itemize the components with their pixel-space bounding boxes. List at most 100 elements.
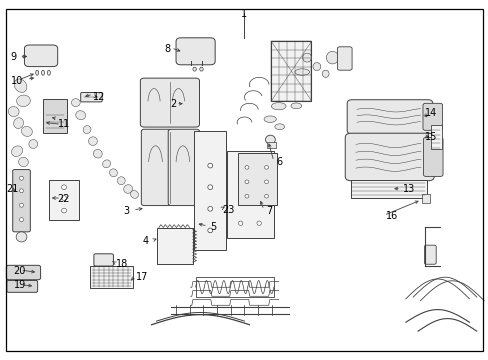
Ellipse shape: [20, 203, 23, 207]
FancyBboxPatch shape: [424, 245, 435, 264]
Ellipse shape: [117, 177, 125, 185]
FancyBboxPatch shape: [176, 38, 215, 65]
Ellipse shape: [244, 194, 248, 198]
Ellipse shape: [14, 79, 27, 93]
Bar: [271, 41, 311, 101]
Ellipse shape: [20, 217, 23, 221]
Ellipse shape: [76, 111, 85, 120]
Bar: [266, 142, 276, 148]
FancyBboxPatch shape: [346, 100, 432, 134]
Text: 8: 8: [163, 44, 170, 54]
Ellipse shape: [322, 70, 328, 77]
Text: 15: 15: [425, 132, 437, 142]
Ellipse shape: [264, 194, 268, 198]
Ellipse shape: [326, 51, 338, 64]
Ellipse shape: [83, 126, 91, 134]
Ellipse shape: [61, 208, 66, 213]
Ellipse shape: [61, 196, 66, 200]
Ellipse shape: [207, 185, 212, 189]
Bar: [194, 131, 225, 250]
Ellipse shape: [41, 70, 44, 75]
Ellipse shape: [257, 178, 261, 182]
Text: 12: 12: [93, 92, 105, 102]
Bar: [350, 180, 426, 198]
Ellipse shape: [16, 232, 27, 242]
Text: 14: 14: [425, 108, 437, 118]
Ellipse shape: [244, 166, 248, 169]
Text: 22: 22: [58, 194, 70, 204]
Ellipse shape: [244, 180, 248, 184]
FancyBboxPatch shape: [13, 170, 30, 232]
Bar: [430, 125, 441, 149]
Text: 18: 18: [116, 258, 128, 269]
Text: 6: 6: [276, 157, 282, 167]
Ellipse shape: [238, 199, 242, 204]
Ellipse shape: [19, 157, 28, 167]
Text: 4: 4: [142, 236, 149, 246]
FancyBboxPatch shape: [423, 138, 442, 176]
Bar: [157, 228, 192, 264]
Ellipse shape: [257, 221, 261, 225]
Ellipse shape: [238, 221, 242, 225]
Ellipse shape: [257, 199, 261, 204]
Text: 2: 2: [169, 99, 176, 109]
Text: 11: 11: [58, 119, 70, 129]
Text: 20: 20: [14, 266, 26, 276]
Text: 5: 5: [210, 222, 216, 232]
Ellipse shape: [47, 70, 50, 75]
Ellipse shape: [302, 53, 311, 62]
Ellipse shape: [264, 180, 268, 184]
Ellipse shape: [238, 178, 242, 182]
Ellipse shape: [17, 95, 30, 107]
Ellipse shape: [207, 228, 212, 233]
Ellipse shape: [102, 160, 110, 168]
Ellipse shape: [20, 189, 23, 193]
FancyBboxPatch shape: [345, 133, 433, 181]
Bar: [49, 180, 79, 220]
Text: 23: 23: [222, 204, 234, 215]
Ellipse shape: [14, 118, 23, 129]
Ellipse shape: [29, 139, 38, 148]
Bar: [238, 153, 277, 205]
FancyBboxPatch shape: [337, 47, 351, 70]
Bar: [195, 277, 273, 297]
Text: 16: 16: [386, 211, 398, 221]
Ellipse shape: [93, 149, 102, 158]
Ellipse shape: [290, 103, 301, 109]
Text: 10: 10: [11, 76, 23, 86]
Ellipse shape: [294, 69, 309, 75]
Ellipse shape: [12, 146, 22, 157]
Text: 17: 17: [136, 272, 148, 282]
FancyBboxPatch shape: [6, 265, 41, 280]
Ellipse shape: [271, 103, 285, 110]
FancyBboxPatch shape: [7, 280, 38, 292]
Ellipse shape: [192, 67, 196, 71]
Ellipse shape: [265, 135, 275, 144]
Ellipse shape: [36, 70, 39, 75]
Ellipse shape: [207, 207, 212, 211]
Bar: [90, 266, 133, 288]
Ellipse shape: [207, 163, 212, 168]
Text: 19: 19: [14, 280, 26, 291]
Text: 7: 7: [266, 206, 272, 216]
Ellipse shape: [312, 63, 320, 71]
Ellipse shape: [61, 185, 66, 189]
Ellipse shape: [264, 166, 268, 169]
Ellipse shape: [8, 107, 19, 117]
Text: 21: 21: [6, 184, 18, 194]
Bar: [227, 151, 273, 238]
Bar: [43, 99, 66, 133]
Text: 9: 9: [11, 51, 17, 62]
FancyBboxPatch shape: [94, 254, 113, 266]
Text: 13: 13: [403, 184, 415, 194]
Ellipse shape: [71, 99, 80, 107]
FancyBboxPatch shape: [81, 93, 102, 102]
Ellipse shape: [199, 67, 203, 71]
Ellipse shape: [264, 116, 276, 122]
Ellipse shape: [88, 137, 97, 145]
FancyBboxPatch shape: [168, 129, 199, 206]
Ellipse shape: [274, 124, 284, 130]
Bar: [421, 194, 429, 203]
Ellipse shape: [130, 190, 138, 198]
FancyBboxPatch shape: [140, 78, 199, 127]
